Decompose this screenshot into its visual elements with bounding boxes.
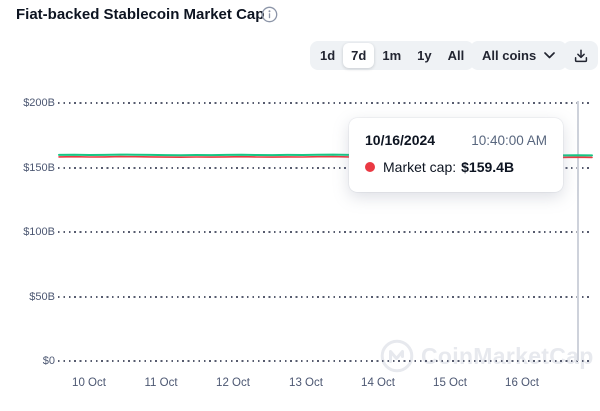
x-axis-label-16oct: 16 Oct [505,377,539,389]
tooltip-value: $159.4B [461,159,515,175]
range-button-1y[interactable]: 1y [417,48,432,63]
x-axis-label-15oct: 15 Oct [433,377,467,389]
info-icon-glyph [261,6,278,23]
tooltip-time: 10:40:00 AM [471,133,547,148]
gridline-0 [58,360,592,362]
range-button-1d[interactable]: 1d [320,48,336,63]
chart-tooltip: 10/16/2024 10:40:00 AM Market cap: $159.… [349,118,563,192]
series-dot-icon [365,162,375,172]
y-axis-label-200b: $200B [23,97,55,109]
y-axis-label-150b: $150B [23,162,55,174]
range-button-all[interactable]: All [447,48,465,63]
page-title: Fiat-backed Stablecoin Market Cap [16,6,265,23]
x-axis-label-14oct: 14 Oct [361,377,395,389]
crosshair-line [577,101,579,361]
gridline-50b [58,296,592,298]
gridline-150b [58,167,592,169]
coin-filter-dropdown[interactable]: All coins [470,41,568,70]
range-button-7d[interactable]: 7d [343,43,375,68]
info-icon[interactable] [261,6,278,23]
x-axis-label-10oct: 10 Oct [72,377,106,389]
x-axis-label-13oct: 13 Oct [289,377,323,389]
coin-filter-label: All coins [482,48,537,63]
tooltip-date: 10/16/2024 [365,132,436,148]
tooltip-series-label: Market cap: [383,159,457,175]
y-axis-label-100b: $100B [23,226,55,238]
gridline-100b [58,231,592,233]
x-axis-label-12oct: 12 Oct [216,377,250,389]
download-button[interactable] [563,41,598,70]
chevron-down-icon [544,52,556,59]
range-selector: 1d 7d 1m 1y All [310,41,475,70]
range-button-1m[interactable]: 1m [382,48,402,63]
y-axis-label-0: $0 [42,355,55,367]
gridline-200b [58,102,592,104]
y-axis-label-50b: $50B [29,291,55,303]
x-axis-label-11oct: 11 Oct [144,377,178,389]
download-icon [574,48,587,62]
